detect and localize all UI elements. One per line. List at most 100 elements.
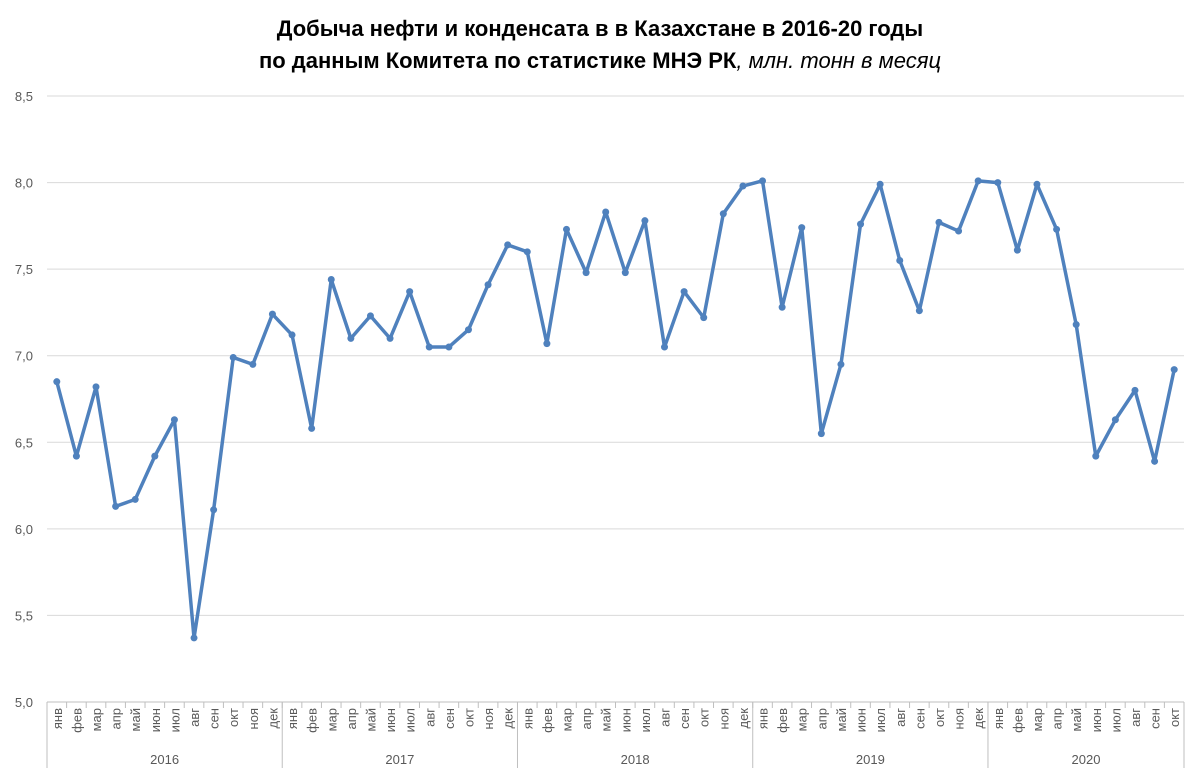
data-point xyxy=(876,180,884,188)
x-tick-label: июн xyxy=(383,708,398,732)
chart-units: , млн. тонн в месяц xyxy=(736,48,941,73)
data-point xyxy=(484,281,492,289)
data-point xyxy=(151,452,159,460)
x-tick-label: янв xyxy=(50,708,65,729)
data-point xyxy=(112,502,120,510)
x-tick-label: окт xyxy=(932,708,947,727)
data-point xyxy=(739,182,747,190)
data-point xyxy=(1033,180,1041,188)
data-point xyxy=(661,343,669,351)
data-point xyxy=(719,210,727,218)
x-tick-label: окт xyxy=(1167,708,1182,727)
y-tick-label: 6,5 xyxy=(15,435,33,450)
data-point xyxy=(327,276,335,284)
x-tick-label: апр xyxy=(344,708,359,730)
x-tick-label: май xyxy=(128,708,143,731)
x-tick-label: июн xyxy=(854,708,869,732)
x-tick-label: янв xyxy=(756,708,771,729)
x-tick-label: апр xyxy=(1050,708,1065,730)
x-tick-label: сен xyxy=(442,708,457,729)
x-tick-label: ноя xyxy=(716,708,731,729)
data-point xyxy=(308,424,316,432)
data-point xyxy=(798,224,806,232)
data-point xyxy=(249,360,257,368)
data-point xyxy=(837,360,845,368)
data-point xyxy=(1111,416,1119,424)
x-tick-label: авг xyxy=(658,708,673,727)
y-tick-label: 6,0 xyxy=(15,522,33,537)
data-point xyxy=(1092,452,1100,460)
data-point xyxy=(425,343,433,351)
data-point xyxy=(1131,386,1139,394)
x-tick-label: июн xyxy=(1089,708,1104,732)
data-point xyxy=(680,288,688,296)
x-tick-label: фев xyxy=(540,708,555,733)
data-point xyxy=(1151,457,1159,465)
x-tick-label: мар xyxy=(1030,708,1045,731)
y-tick-label: 8,5 xyxy=(15,89,33,104)
y-tick-label: 7,5 xyxy=(15,262,33,277)
data-point xyxy=(974,177,982,185)
data-point xyxy=(1053,225,1061,233)
x-tick-label: апр xyxy=(579,708,594,730)
x-tick-label: авг xyxy=(187,708,202,727)
x-tick-label: июн xyxy=(618,708,633,732)
data-point xyxy=(602,208,610,216)
x-tick-label: ноя xyxy=(952,708,967,729)
data-point xyxy=(759,177,767,185)
x-tick-label: май xyxy=(1069,708,1084,731)
x-tick-label: дек xyxy=(265,708,280,729)
x-tick-label: мар xyxy=(795,708,810,731)
chart-subtitle: по данным Комитета по статистике МНЭ РК xyxy=(259,48,737,73)
x-tick-label: авг xyxy=(422,708,437,727)
x-tick-label: сен xyxy=(207,708,222,729)
data-point xyxy=(386,334,394,342)
data-point xyxy=(935,218,943,226)
x-tick-label: мар xyxy=(559,708,574,731)
y-tick-label: 5,0 xyxy=(15,695,33,710)
x-tick-label: май xyxy=(363,708,378,731)
x-tick-label: фев xyxy=(69,708,84,733)
group-label: 2019 xyxy=(856,752,885,767)
x-tick-label: июн xyxy=(148,708,163,732)
y-tick-label: 7,0 xyxy=(15,349,33,364)
data-point xyxy=(131,495,139,503)
data-point xyxy=(229,353,237,361)
data-point xyxy=(504,241,512,249)
x-tick-label: май xyxy=(834,708,849,731)
data-point xyxy=(1072,321,1080,329)
data-point xyxy=(915,307,923,315)
x-tick-label: окт xyxy=(226,708,241,727)
data-point xyxy=(170,416,178,424)
group-label: 2020 xyxy=(1072,752,1101,767)
x-tick-label: янв xyxy=(520,708,535,729)
data-point xyxy=(1013,246,1021,254)
x-tick-label: сен xyxy=(912,708,927,729)
data-point xyxy=(190,634,198,642)
y-tick-label: 8,0 xyxy=(15,176,33,191)
x-tick-label: сен xyxy=(1148,708,1163,729)
data-point xyxy=(955,227,963,235)
data-point xyxy=(464,326,472,334)
x-tick-label: июл xyxy=(403,708,418,732)
data-point xyxy=(582,269,590,277)
x-tick-label: ноя xyxy=(246,708,261,729)
x-tick-label: авг xyxy=(893,708,908,727)
x-tick-label: фев xyxy=(775,708,790,733)
x-tick-label: окт xyxy=(697,708,712,727)
y-tick-label: 5,5 xyxy=(15,608,33,623)
x-tick-label: янв xyxy=(285,708,300,729)
data-point xyxy=(366,312,374,320)
data-point xyxy=(288,331,296,339)
data-point xyxy=(817,430,825,438)
data-point xyxy=(562,225,570,233)
data-point xyxy=(92,383,100,391)
data-point xyxy=(406,288,414,296)
x-tick-label: янв xyxy=(991,708,1006,729)
data-point xyxy=(268,310,276,318)
x-tick-label: апр xyxy=(814,708,829,730)
group-label: 2017 xyxy=(385,752,414,767)
x-tick-label: мар xyxy=(89,708,104,731)
x-tick-label: дек xyxy=(736,708,751,729)
